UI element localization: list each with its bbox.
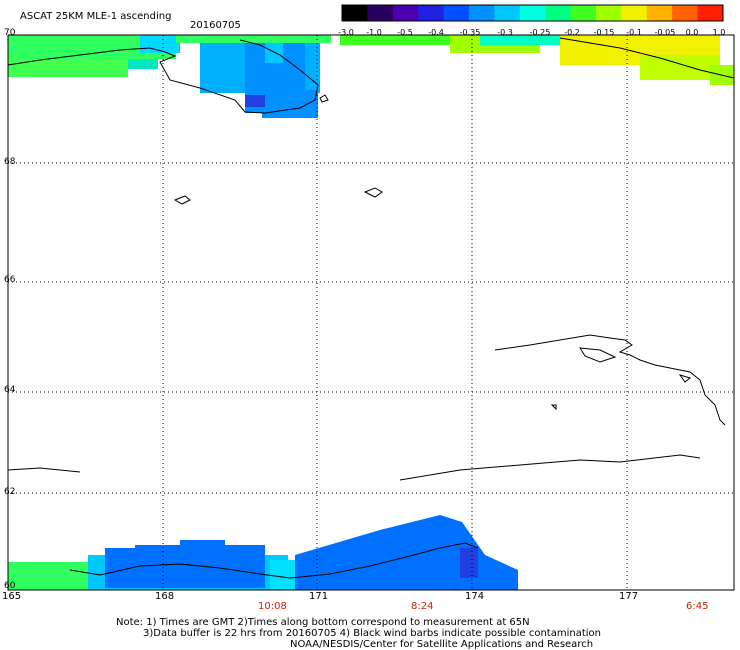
note-line-3: NOAA/NESDIS/Center for Satellite Applica… [290,639,594,650]
lat-label: 70 [4,28,16,38]
time-label: 8:24 [411,601,434,612]
colorbar-label: -0.05 [654,28,676,37]
lon-label: 171 [309,591,329,602]
map-date: 20160705 [190,20,241,31]
colorbar-label: -0.15 [593,28,615,37]
lat-label: 64 [4,385,16,395]
colorbar-label: -0.4 [428,28,444,37]
colorbar-segment [469,5,495,21]
colorbar-segment [646,5,673,21]
colorbar-segment [697,5,724,21]
colorbar-segment [392,5,419,21]
lon-label: 177 [619,591,639,602]
colorbar-label: -0.5 [397,28,413,37]
map-frame [7,34,735,591]
colorbar-segment [342,5,368,21]
colorbar-label: -0.1 [626,28,642,37]
colorbar-label: 1.0 [712,28,726,37]
colorbar-segment [570,5,597,21]
colorbar-segment [367,5,394,21]
colorbar-label: -0.3 [497,28,513,37]
colorbar-segment [494,5,521,21]
lat-label: 62 [4,487,16,497]
map-title: ASCAT 25KM MLE-1 ascending [20,11,172,22]
colorbar-label: -3.0 [338,28,354,37]
colorbar-label: -0.35 [459,28,481,37]
colorbar-frame [341,4,724,22]
colorbar-segment [621,5,648,21]
lon-label: 174 [465,591,485,602]
colorbar-segment [596,5,622,21]
colorbar [341,4,724,22]
colorbar-label: 0.0 [685,28,699,37]
colorbar-label: -1.0 [366,28,382,37]
lat-lon-grid [8,35,734,590]
lat-label: 60 [4,581,16,591]
lon-label: 168 [155,591,175,602]
lat-label: 66 [4,275,16,285]
colorbar-segment [519,5,546,21]
colorbar-segment [443,5,470,21]
note-line-1: Note: 1) Times are GMT 2)Times along bot… [116,617,530,628]
colorbar-segment [545,5,572,21]
colorbar-segment [418,5,445,21]
lon-label: 165 [2,591,22,602]
time-label: 10:08 [258,601,287,612]
coastlines [7,37,735,579]
note-line-2: 3)Data buffer is 22 hrs from 20160705 4)… [143,628,601,639]
time-label: 6:45 [686,601,709,612]
colorbar-label: -0.2 [564,28,580,37]
data-swaths [8,35,734,590]
colorbar-segment [672,5,699,21]
lat-label: 68 [4,157,16,167]
colorbar-label: -0.25 [529,28,551,37]
